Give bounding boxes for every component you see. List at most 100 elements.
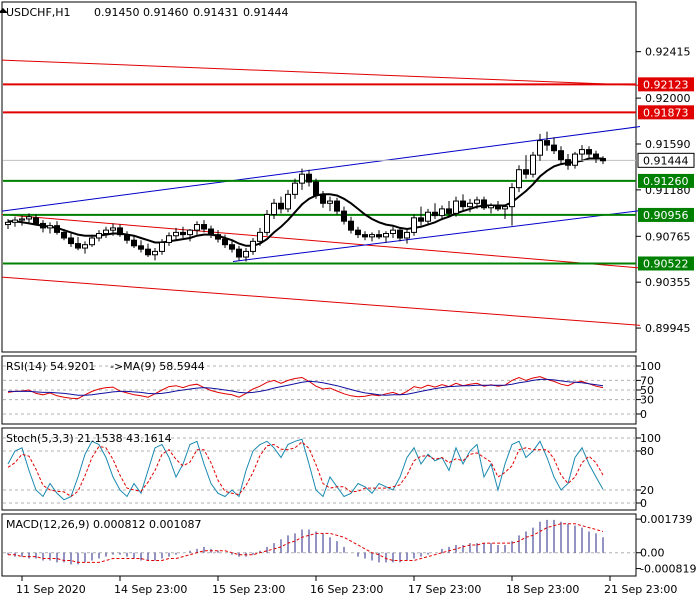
price-pane[interactable]: 0.924150.920000.915900.911800.907650.903… — [0, 1, 695, 353]
price-pane-frame — [1, 1, 637, 353]
candle-body-bear — [460, 200, 466, 208]
candle-body-bear — [117, 227, 123, 236]
time-tick-label: 14 Sep 23:00 — [114, 583, 187, 596]
level-tag-label: 0.92123 — [643, 78, 689, 91]
time-tick-label: 17 Sep 23:00 — [408, 583, 481, 596]
candle-body-bull — [19, 218, 25, 221]
candle-body-bear — [565, 159, 571, 166]
current-price-tag-box — [637, 152, 695, 168]
symbol-title: USDCHF,H1 — [6, 6, 71, 19]
candle-body-bear — [446, 208, 452, 214]
candle — [12, 216, 18, 227]
candle — [96, 230, 102, 242]
axis-tick-label: 80 — [640, 445, 654, 458]
collapse-triangle-icon[interactable] — [0, 8, 8, 13]
candle-body-bear — [558, 150, 564, 161]
candle-body-bear — [418, 217, 424, 222]
candle-body-bull — [152, 250, 158, 256]
candle-body-bull — [173, 231, 179, 237]
candle — [264, 210, 270, 236]
trend-line-red — [1, 59, 641, 86]
axis-tick-label: 0 — [640, 497, 647, 510]
candle-body-bull — [187, 229, 193, 236]
candle — [551, 137, 557, 155]
macd-axis-tick-label: -0.000819 — [640, 563, 696, 576]
candle-body-bear — [593, 153, 599, 160]
candle-body-bear — [586, 149, 592, 155]
macd-signal-line — [8, 523, 604, 563]
candle-body-bear — [124, 234, 130, 241]
candle — [432, 203, 438, 219]
candle-body-bear — [208, 228, 214, 236]
candle — [495, 201, 501, 212]
candle-body-bear — [61, 231, 67, 239]
candle-body-bull — [327, 200, 333, 204]
candle-body-bull — [502, 206, 508, 210]
candle — [481, 196, 487, 211]
candle-body-bull — [12, 219, 18, 223]
moving-average-line — [8, 157, 603, 247]
time-tick-label: 18 Sep 23:00 — [506, 583, 579, 596]
candle-body-bear — [376, 234, 382, 238]
candle-body-bull — [572, 153, 578, 166]
macd-axis-tick-label: 0.00 — [640, 547, 665, 560]
axis-tick-label: 0 — [640, 408, 647, 421]
candle — [61, 229, 67, 241]
candle-body-bear — [40, 222, 46, 229]
candle — [152, 248, 158, 261]
level-tag-box — [638, 207, 694, 222]
candle — [201, 220, 207, 233]
candle — [208, 225, 214, 238]
macd-signal-line — [8, 523, 604, 563]
candle-body-bear — [75, 243, 81, 249]
candle — [376, 230, 382, 240]
stochastic-signal-line — [7, 441, 604, 498]
stochastic-main-line — [7, 438, 604, 501]
candle-body-bear — [131, 239, 137, 247]
candle-body-bull — [369, 234, 375, 238]
candle-body-bear — [551, 144, 557, 152]
candle-body-bear — [222, 238, 228, 246]
candle — [355, 226, 361, 238]
candle — [460, 194, 466, 211]
macd-pane[interactable]: 0.001739 0.00 -0.000819 MACD(12,26,9) 0.00… — [1, 513, 696, 577]
candle-body-bull — [530, 154, 536, 175]
candle — [334, 197, 340, 215]
candle-body-bear — [341, 210, 347, 222]
candle — [369, 232, 375, 242]
candle-body-bull — [264, 213, 270, 233]
candle — [138, 240, 144, 253]
candle-body-bear — [432, 211, 438, 217]
price-tick-label: 0.89945 — [645, 322, 691, 335]
axis-tick-label: 100 — [640, 432, 661, 445]
axis-tick-label: 20 — [640, 484, 654, 497]
candle-body-bear — [236, 248, 242, 258]
candle-body-bear — [145, 248, 151, 256]
candle-body-bear — [201, 224, 207, 230]
candle — [390, 226, 396, 238]
candle — [523, 155, 529, 179]
candle — [383, 231, 389, 243]
price-tick-label: 0.90765 — [645, 230, 691, 243]
candle — [306, 169, 312, 187]
candle — [362, 231, 368, 241]
level-tag-label: 0.91873 — [643, 106, 689, 119]
candle-body-bull — [467, 202, 473, 208]
candle — [89, 234, 95, 247]
axis-tick-label: 70 — [640, 374, 654, 387]
trend-line-blue — [1, 126, 641, 212]
rsi-ma-label: ->MA(9) 58.5944 — [110, 360, 205, 373]
candle — [33, 214, 39, 226]
macd-label: MACD(12,26,9) 0.000812 0.001087 — [6, 518, 202, 531]
candle-body-bull — [194, 224, 200, 231]
candle — [40, 220, 46, 233]
trend-line-blue — [232, 210, 641, 262]
macd-axis-tick-label: 0.001739 — [640, 513, 693, 526]
candle-body-bull — [285, 193, 291, 210]
price-candles — [5, 131, 606, 262]
candle-body-bull — [439, 208, 445, 217]
